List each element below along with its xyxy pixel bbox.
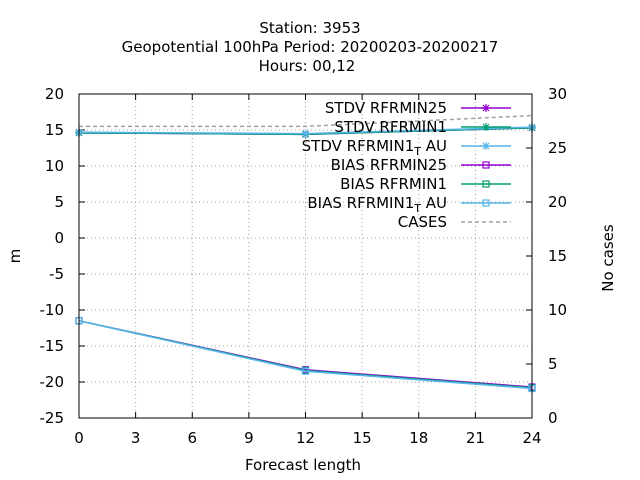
legend-item: BIAS RFRMIN1 bbox=[340, 175, 511, 193]
y2-axis-label: No cases bbox=[599, 224, 617, 292]
legend-item: STDV RFRMIN1T AU bbox=[302, 137, 511, 158]
y-axis-ticks: 20 15 10 5 0 -5 -10 -15 -20 -25 bbox=[40, 85, 85, 427]
series-layer bbox=[75, 114, 536, 393]
legend-label: STDV RFRMIN25 bbox=[325, 99, 447, 117]
legend-item: BIAS RFRMIN25 bbox=[331, 156, 511, 174]
legend-marker bbox=[482, 161, 490, 169]
y-tick-label: 0 bbox=[54, 229, 64, 247]
x-tick-label: 18 bbox=[409, 429, 428, 447]
y-tick-label: -10 bbox=[40, 301, 65, 319]
legend-marker bbox=[482, 199, 490, 207]
y-tick-label: -5 bbox=[49, 265, 64, 283]
x-tick-label: 21 bbox=[466, 429, 485, 447]
y-tick-label: 15 bbox=[45, 121, 64, 139]
series-line bbox=[78, 320, 533, 390]
x-tick-label: 6 bbox=[187, 429, 197, 447]
legend-marker bbox=[482, 123, 490, 131]
title-line-3: Hours: 00,12 bbox=[259, 57, 356, 75]
data-point bbox=[301, 129, 310, 138]
legend-marker bbox=[482, 142, 490, 150]
y2-tick-label: 10 bbox=[548, 301, 567, 319]
y-tick-label: -20 bbox=[40, 373, 65, 391]
y-tick-label: -25 bbox=[40, 409, 65, 427]
legend-label: CASES bbox=[398, 213, 447, 231]
legend-marker bbox=[482, 180, 490, 188]
data-point bbox=[301, 367, 310, 375]
x-axis-ticks: 0 3 6 9 12 15 18 21 24 bbox=[74, 94, 542, 447]
y-tick-label: 5 bbox=[54, 193, 64, 211]
y2-tick-label: 25 bbox=[548, 139, 567, 157]
title-line-2: Geopotential 100hPa Period: 20200203-202… bbox=[122, 38, 499, 56]
legend-marker bbox=[482, 104, 490, 112]
y-axis-label: m bbox=[6, 249, 24, 264]
y2-tick-label: 5 bbox=[548, 355, 558, 373]
title-line-1: Station: 3953 bbox=[259, 19, 360, 37]
legend-item: STDV RFRMIN25 bbox=[325, 99, 511, 117]
legend-item: CASES bbox=[398, 213, 511, 231]
series-7 bbox=[79, 114, 533, 128]
legend-label: STDV RFRMIN1T AU bbox=[302, 137, 447, 158]
y2-tick-label: 30 bbox=[548, 85, 567, 103]
legend-label: BIAS RFRMIN1T AU bbox=[307, 194, 447, 215]
legend-label: BIAS RFRMIN1 bbox=[340, 175, 447, 193]
x-tick-label: 24 bbox=[522, 429, 541, 447]
legend-item: STDV RFRMIN1 bbox=[334, 118, 511, 136]
legend-label: STDV RFRMIN1 bbox=[334, 118, 447, 136]
series-4 bbox=[75, 317, 536, 391]
x-tick-label: 15 bbox=[353, 429, 372, 447]
y2-axis-ticks: 30 25 20 15 10 5 0 bbox=[526, 85, 567, 427]
x-axis-label: Forecast length bbox=[245, 456, 361, 474]
x-tick-label: 12 bbox=[296, 429, 315, 447]
x-tick-label: 9 bbox=[244, 429, 254, 447]
x-tick-label: 3 bbox=[131, 429, 141, 447]
y-tick-label: 20 bbox=[45, 85, 64, 103]
legend-item: BIAS RFRMIN1T AU bbox=[307, 194, 511, 215]
chart-title: Station: 3953 Geopotential 100hPa Period… bbox=[122, 19, 499, 75]
y2-tick-label: 0 bbox=[548, 409, 558, 427]
series-line bbox=[79, 114, 533, 128]
x-tick-label: 0 bbox=[74, 429, 84, 447]
y-tick-label: 10 bbox=[45, 157, 64, 175]
y2-tick-label: 20 bbox=[548, 193, 567, 211]
plot-frame bbox=[78, 93, 533, 419]
y-tick-label: -15 bbox=[40, 337, 65, 355]
y2-tick-label: 15 bbox=[548, 247, 567, 265]
legend-label: BIAS RFRMIN25 bbox=[331, 156, 447, 174]
